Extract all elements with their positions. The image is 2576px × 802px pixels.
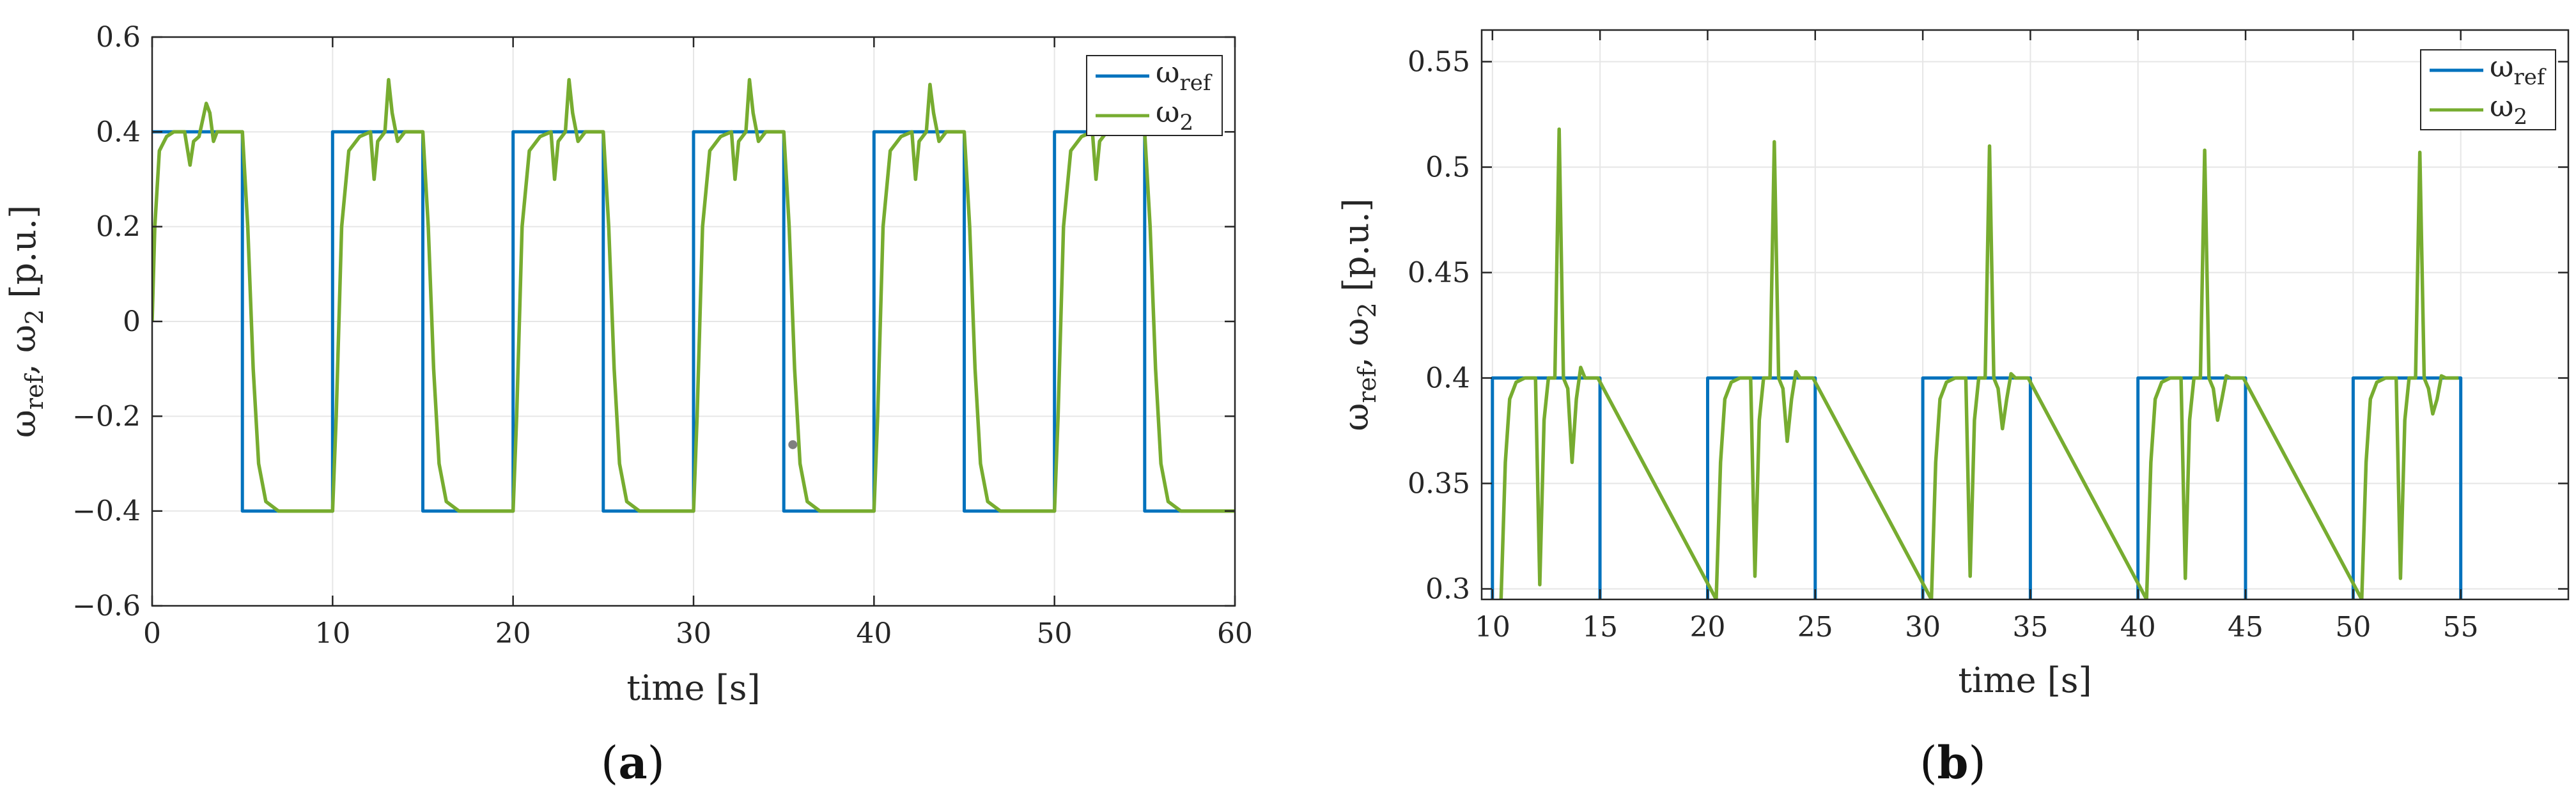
y-tick-label: 0.6 <box>96 21 141 54</box>
x-tick-label: 10 <box>314 617 350 650</box>
axes-frame <box>1480 29 2570 601</box>
legend-box <box>1086 55 1223 136</box>
x-tick-label: 35 <box>2012 611 2048 644</box>
x-tick-label: 20 <box>495 617 531 650</box>
legend-label-ref: ωref <box>1156 55 1213 96</box>
panel-caption-a: (a) <box>601 736 665 789</box>
panel-caption-b: (b) <box>1920 736 1986 789</box>
x-tick-label: 25 <box>1797 611 1833 644</box>
x-axis-label: time [s] <box>1958 660 2091 700</box>
y-label-sub-ref: ref <box>1353 366 1381 403</box>
x-tick-label: 0 <box>143 617 161 650</box>
series-line-ref <box>152 130 1235 513</box>
x-tick-label: 50 <box>1037 617 1073 650</box>
tick-labels: 10 15 20 25 30 35 40 45 50 55 0.3 0.35 0.4 0.45 0.5 0.5… <box>1408 30 2568 644</box>
y-label-unit: [p.u.] <box>1336 198 1376 302</box>
y-label-comma-omega: , ω <box>3 325 43 374</box>
tick-labels: 0 10 20 30 40 50 60 −0.6 −0.4 −0.2 0 0.2 0.4 0.6 <box>72 21 1253 650</box>
series-line-ref <box>1491 376 2463 599</box>
x-tick-label: 55 <box>2443 611 2479 644</box>
y-label-sub-2: 2 <box>20 309 49 325</box>
x-tick-label: 40 <box>856 617 892 650</box>
plot-area <box>1491 127 2463 599</box>
y-label-sub-2: 2 <box>1353 302 1381 318</box>
y-tick-label: −0.4 <box>72 495 141 528</box>
y-tick-label: 0.2 <box>96 211 141 243</box>
legend: ωref ω2 <box>1086 55 1223 136</box>
y-tick-label: 0.45 <box>1408 257 1470 289</box>
x-tick-label: 45 <box>2228 611 2263 644</box>
y-label-unit: [p.u.] <box>3 205 43 309</box>
y-axis-label: ωref, ω2 [p.u.] <box>3 205 49 438</box>
legend-label-w2: ω2 <box>2490 89 2527 130</box>
y-tick-label: 0.4 <box>1425 362 1470 395</box>
data-marker <box>788 440 798 449</box>
legend: ωref ω2 <box>2420 49 2556 130</box>
y-tick-label: 0.35 <box>1408 468 1470 500</box>
y-tick-label: −0.6 <box>72 590 141 622</box>
x-tick-label: 20 <box>1689 611 1725 644</box>
x-tick-label: 50 <box>2335 611 2371 644</box>
y-tick-label: 0.4 <box>96 116 141 148</box>
legend-box <box>2420 49 2556 130</box>
legend-label-w2: ω2 <box>1156 95 1193 135</box>
y-label-omega: ω <box>3 410 43 438</box>
x-tick-label: 15 <box>1582 611 1618 644</box>
x-tick-label: 60 <box>1217 617 1253 650</box>
y-label-sub-ref: ref <box>20 373 49 410</box>
x-tick-label: 10 <box>1475 611 1510 644</box>
y-tick-label: 0.3 <box>1425 573 1470 606</box>
x-tick-label: 40 <box>2120 611 2156 644</box>
y-tick-label: 0.5 <box>1425 151 1470 184</box>
chart-panel-b: 10 15 20 25 30 35 40 45 50 55 0.3 0.35 0.4 0.45 0.5 0.5… <box>1336 29 2570 789</box>
y-tick-label: 0.55 <box>1408 46 1470 79</box>
legend-label-ref: ωref <box>2490 49 2547 90</box>
series-line-w2 <box>1499 127 2459 599</box>
x-tick-label: 30 <box>676 617 711 650</box>
y-tick-label: 0 <box>123 305 141 338</box>
y-tick-label: −0.2 <box>72 400 141 433</box>
y-axis-label: ωref, ω2 [p.u.] <box>1336 198 1381 431</box>
chart-panel-a: 0 10 20 30 40 50 60 −0.6 −0.4 −0.2 0 0.2 0.4 0.6 time… <box>3 21 1253 789</box>
x-axis-label: time [s] <box>626 668 760 708</box>
y-label-comma-omega: , ω <box>1336 318 1376 368</box>
series-line-w2 <box>152 78 1235 513</box>
plot-area <box>152 78 1235 513</box>
plot-background <box>1482 30 2568 599</box>
y-label-omega: ω <box>1336 403 1376 431</box>
x-tick-label: 30 <box>1905 611 1941 644</box>
